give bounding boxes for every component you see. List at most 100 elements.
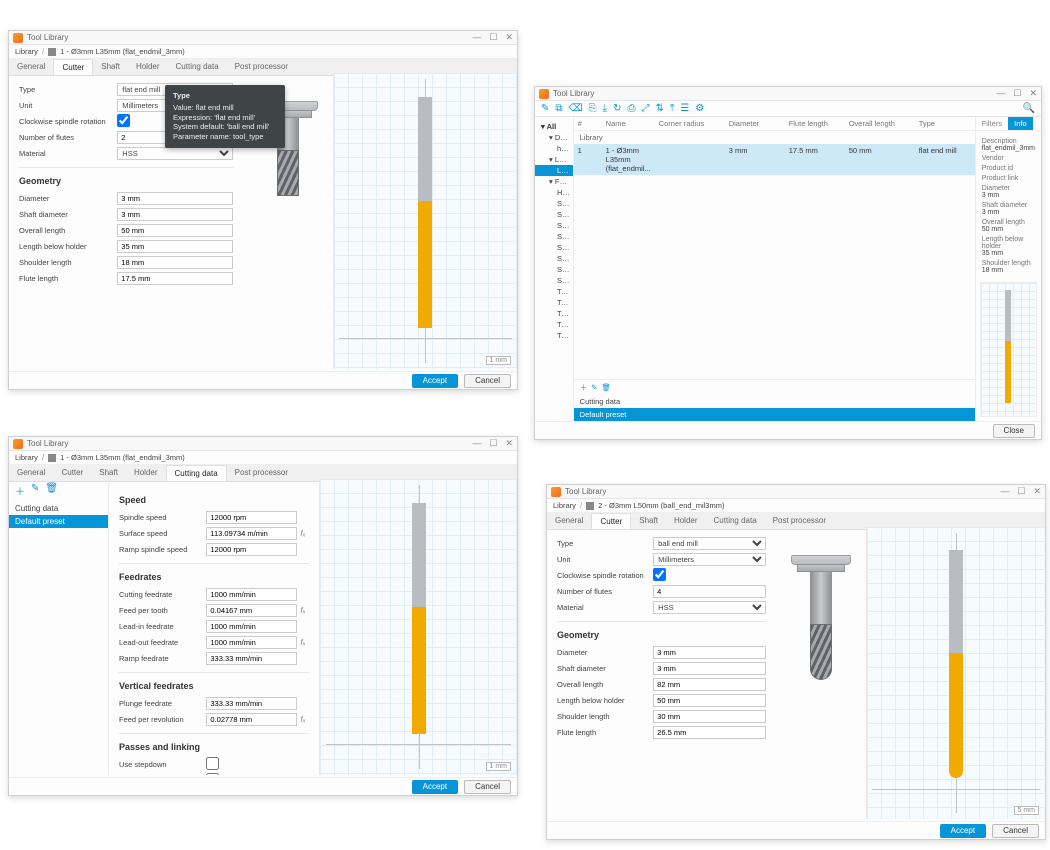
- tree-node[interactable]: Library: [535, 165, 573, 176]
- minimize-icon[interactable]: ―: [472, 32, 481, 43]
- field-input[interactable]: [206, 636, 297, 649]
- tree-node[interactable]: Sample Holders (Inch): [535, 198, 573, 209]
- tree-node[interactable]: Holders - Standard Taper: [535, 187, 573, 198]
- breadcrumb-root[interactable]: Library: [553, 501, 576, 510]
- nflutes-input[interactable]: [653, 585, 766, 598]
- field-input[interactable]: [653, 726, 766, 739]
- tree-node[interactable]: Sample Profile Tools (Metric): [535, 253, 573, 264]
- field-input[interactable]: [206, 588, 297, 601]
- field-input[interactable]: [206, 620, 297, 633]
- toolbar-icon[interactable]: ⤢: [641, 103, 649, 114]
- field-input[interactable]: [117, 224, 232, 237]
- field-input[interactable]: [117, 240, 232, 253]
- tab-info[interactable]: Info: [1008, 117, 1033, 130]
- field-input[interactable]: [206, 652, 297, 665]
- close-icon[interactable]: ✕: [505, 438, 513, 449]
- cw-checkbox[interactable]: [117, 114, 130, 127]
- tab-filters[interactable]: Filters: [976, 117, 1008, 130]
- type-select[interactable]: ball end mill: [653, 537, 766, 550]
- field-input[interactable]: [206, 713, 297, 726]
- toolbar-icon[interactable]: ⎙: [627, 103, 635, 114]
- maximize-icon[interactable]: ☐: [489, 32, 497, 43]
- field-input[interactable]: [653, 646, 766, 659]
- tree-node[interactable]: Turning - Sample Tools: [535, 308, 573, 319]
- cancel-button[interactable]: Cancel: [464, 780, 511, 794]
- minimize-icon[interactable]: ―: [1000, 486, 1009, 497]
- tree-node[interactable]: Sample Tools - Inch: [535, 264, 573, 275]
- maximize-icon[interactable]: ☐: [1017, 486, 1025, 497]
- sidebar-preset[interactable]: Default preset: [9, 515, 108, 528]
- tree-node[interactable]: ▾ Local: [535, 154, 573, 165]
- field-input[interactable]: [117, 272, 232, 285]
- field-input[interactable]: [206, 604, 297, 617]
- tree-node[interactable]: Taps - ANSI: [535, 286, 573, 297]
- accept-button[interactable]: Accept: [940, 824, 986, 838]
- toolbar-icon[interactable]: ⤒: [670, 103, 674, 114]
- toolbar-icon[interactable]: ✎: [541, 103, 549, 114]
- field-input[interactable]: [117, 256, 232, 269]
- tree-node[interactable]: Tutorial - Inch: [535, 319, 573, 330]
- breadcrumb-root[interactable]: Library: [15, 47, 38, 56]
- toolbar-icon[interactable]: ⎘: [589, 103, 597, 114]
- field-input[interactable]: [653, 694, 766, 707]
- toolbar-icon[interactable]: ☰: [680, 103, 689, 114]
- field-input[interactable]: [653, 678, 766, 691]
- fx-icon[interactable]: fₓ: [297, 606, 309, 615]
- tree-node[interactable]: Sample Probes (Inch): [535, 220, 573, 231]
- delete-icon[interactable]: 🗑: [601, 383, 611, 392]
- cancel-button[interactable]: Cancel: [464, 374, 511, 388]
- material-select[interactable]: HSS: [653, 601, 766, 614]
- field-input[interactable]: [206, 543, 297, 556]
- field-input[interactable]: [117, 208, 232, 221]
- minimize-icon[interactable]: ―: [472, 438, 481, 449]
- edit-icon[interactable]: ✎: [591, 383, 597, 392]
- tree-node[interactable]: Sample Profile Tools (Inch): [535, 242, 573, 253]
- tree-node[interactable]: Sample Holders: [535, 209, 573, 220]
- tree-node[interactable]: ▾ Documents: [535, 132, 573, 143]
- delete-icon[interactable]: 🗑: [45, 483, 58, 498]
- toolbar-icon[interactable]: ⤓: [603, 103, 607, 114]
- add-icon[interactable]: ＋: [15, 483, 25, 498]
- tree-node[interactable]: Sample Probes: [535, 231, 573, 242]
- edit-icon[interactable]: ✎: [31, 483, 39, 498]
- unit-select[interactable]: Millimeters: [653, 553, 766, 566]
- close-icon[interactable]: ✕: [1029, 88, 1037, 99]
- fx-icon[interactable]: fₓ: [297, 715, 309, 724]
- tree-node[interactable]: heart (v4) ✓: [535, 143, 573, 154]
- field-input[interactable]: [206, 697, 297, 710]
- accept-button[interactable]: Accept: [412, 780, 458, 794]
- accept-button[interactable]: Accept: [412, 374, 458, 388]
- cancel-button[interactable]: Cancel: [992, 824, 1039, 838]
- close-icon[interactable]: ✕: [505, 32, 513, 43]
- field-checkbox[interactable]: [206, 757, 219, 770]
- fx-icon[interactable]: fₓ: [297, 638, 309, 647]
- toolbar-icon[interactable]: ↻: [613, 103, 621, 114]
- search-icon[interactable]: 🔍: [1023, 103, 1035, 114]
- field-input[interactable]: [653, 710, 766, 723]
- material-select[interactable]: HSS: [117, 147, 232, 160]
- tree-node[interactable]: Taps - ISO: [535, 297, 573, 308]
- field-input[interactable]: [117, 192, 232, 205]
- toolbar-icon[interactable]: ⇅: [655, 103, 663, 114]
- tree-node[interactable]: ▾ Fusion 360 Library: [535, 176, 573, 187]
- toolbar-icon[interactable]: ⧉: [555, 103, 562, 114]
- fx-icon[interactable]: fₓ: [297, 529, 309, 538]
- tree-node[interactable]: Tutorial - Metric: [535, 330, 573, 341]
- tree-node[interactable]: ▾ All: [535, 121, 573, 132]
- field-input[interactable]: [206, 511, 297, 524]
- grid-row[interactable]: 1 1 - Ø3mm L35mm (flat_endmil... 3 mm 17…: [574, 144, 975, 175]
- minimize-icon[interactable]: ―: [996, 88, 1005, 99]
- field-input[interactable]: [653, 662, 766, 675]
- toolbar-icon[interactable]: ⌫: [569, 103, 583, 114]
- close-button[interactable]: Close: [993, 424, 1035, 438]
- tree-node[interactable]: Sample Tools - Metric: [535, 275, 573, 286]
- field-checkbox[interactable]: [206, 773, 219, 776]
- cw-checkbox[interactable]: [653, 568, 666, 581]
- add-icon[interactable]: ＋: [580, 382, 588, 393]
- toolbar-icon[interactable]: ⚙: [695, 103, 704, 114]
- library-tree[interactable]: ▾ All▾ Documentsheart (v4) ✓▾ LocalLibra…: [535, 117, 574, 421]
- breadcrumb-root[interactable]: Library: [15, 453, 38, 462]
- maximize-icon[interactable]: ☐: [489, 438, 497, 449]
- maximize-icon[interactable]: ☐: [1013, 88, 1021, 99]
- field-input[interactable]: [206, 527, 297, 540]
